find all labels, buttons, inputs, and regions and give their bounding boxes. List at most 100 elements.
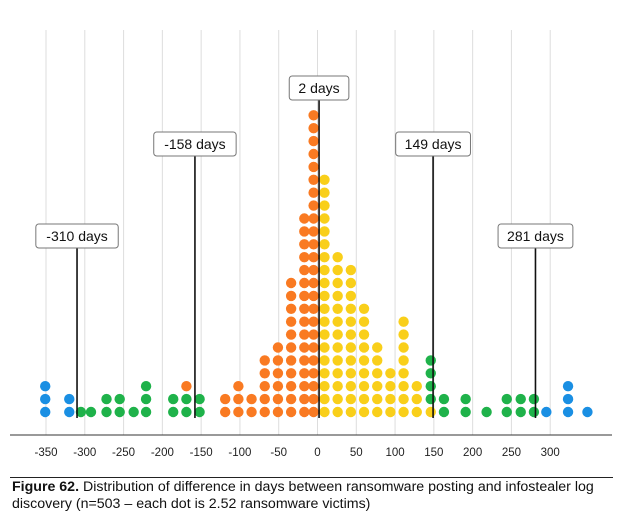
dot [372,406,383,418]
annotation-label: -310 days [46,228,107,244]
dot [233,381,244,392]
dot [358,329,370,340]
dot [358,381,370,392]
dot [319,342,330,353]
dot [319,252,330,263]
dot [398,368,409,379]
dot [562,406,574,418]
x-tick-label: 250 [502,447,521,459]
dot [308,239,319,250]
dot [398,393,409,405]
dot [372,381,383,392]
dot [308,226,319,237]
dot [308,200,319,211]
annotation-box [153,131,237,157]
dot [332,252,343,263]
dot [372,368,383,379]
dot [181,393,192,405]
dot [425,381,436,392]
dot [259,355,270,366]
caption-text: Distribution of difference in days betwe… [12,479,594,512]
dot [332,316,343,327]
dot [358,355,370,366]
dot [425,368,436,379]
dot [308,393,319,405]
dot [481,406,492,418]
annotation-box [35,223,119,249]
dot [319,239,330,250]
dot [168,393,179,405]
dot [358,316,370,327]
dot [299,406,310,418]
dot [140,406,152,418]
dot [308,213,319,224]
dot [358,368,370,379]
caption-rule [10,477,613,478]
dot [194,393,205,405]
dot [319,174,330,185]
dot [40,381,51,392]
annotation-box [497,223,574,249]
dot [308,135,319,147]
dot [128,406,139,418]
dot [332,406,343,418]
dot [501,393,512,405]
dot [299,355,310,366]
annotation-box [395,131,471,157]
dot [272,381,284,392]
dot [285,277,297,289]
dot [345,342,357,353]
dot [319,381,330,392]
dot [358,406,370,418]
dot [358,303,370,314]
dot [259,381,270,392]
dot [332,303,343,314]
dot [233,406,244,418]
x-tick-label: 300 [541,447,560,459]
dot [114,406,125,418]
x-tick-label: 200 [463,447,482,459]
dot [385,381,396,392]
dot [299,316,310,327]
dot [332,368,343,379]
dot [308,110,319,121]
dot [411,393,422,405]
dot [299,342,310,353]
dot [285,290,297,302]
dot [308,342,319,353]
dot [319,406,330,418]
dot [372,393,383,405]
dot [308,303,319,314]
dot [460,406,471,418]
dot [308,316,319,327]
dot [299,239,310,250]
dot [285,316,297,327]
dot [332,329,343,340]
dot [308,381,319,392]
dot [259,406,270,418]
dot [319,368,330,379]
dot [285,342,297,353]
dot [246,406,257,418]
dot [319,329,330,340]
x-tick-label: 0 [314,447,320,459]
dot [272,406,284,418]
dot [101,406,112,418]
dot [345,277,357,289]
dot [259,393,270,405]
x-tick-label: -50 [270,447,287,459]
dot [319,303,330,314]
annotation-label: 281 days [507,228,564,244]
dot [385,368,396,379]
dot [308,174,319,185]
dot [332,290,343,302]
dot [40,406,51,418]
dot [398,355,409,366]
dot [308,290,319,302]
dot [285,329,297,340]
dot [345,355,357,366]
dot [319,393,330,405]
dot [319,277,330,289]
dot [299,252,310,263]
dot [528,393,540,405]
